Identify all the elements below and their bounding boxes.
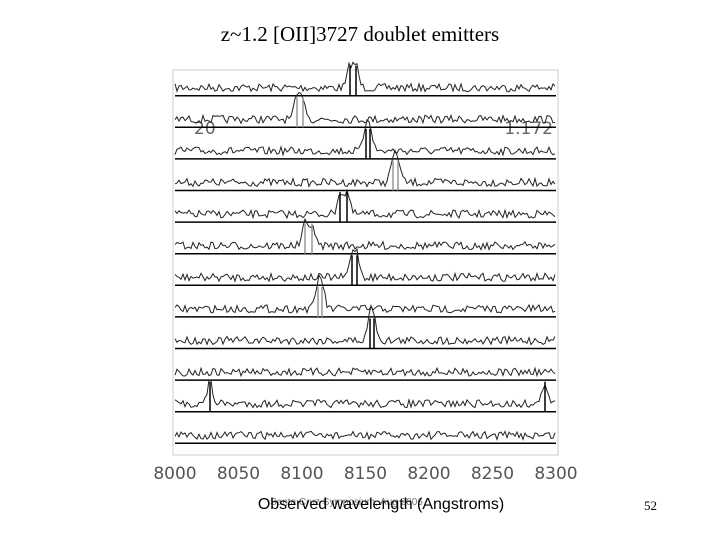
redshift-label: 1.172 [504,119,553,139]
x-tick-label: 8150 [344,464,387,484]
spectrum-trace [174,149,556,188]
x-tick-label: 8000 [153,464,196,484]
x-tick-label: 8300 [534,464,577,484]
spectrum-trace [174,430,556,441]
x-tick-label: 8050 [217,464,260,484]
spectrum-trace [174,274,556,315]
spectrum-trace [174,304,556,346]
spectrum-trace [174,366,556,378]
x-tick-label: 8100 [280,464,323,484]
spectrum-trace [174,247,556,283]
x-axis-label: Observed wavelength (Angstroms) [257,496,505,513]
spectrum-trace [174,118,556,157]
footer: Santa Cruz Symposium, Aug 2006 [270,497,423,508]
spectrum-trace [174,61,556,93]
slide-title: z~1.2 [OII]3727 doublet emitters [220,22,500,46]
spectrum-trace [174,217,556,251]
x-tick-label: 8200 [407,464,450,484]
spectrum-trace [174,379,556,409]
x-tick-label: 8250 [471,464,514,484]
spectrum-trace [174,188,556,220]
page-number: 52 [644,498,657,513]
panel-id: 20 [194,119,216,139]
spectrum-trace [174,91,556,125]
